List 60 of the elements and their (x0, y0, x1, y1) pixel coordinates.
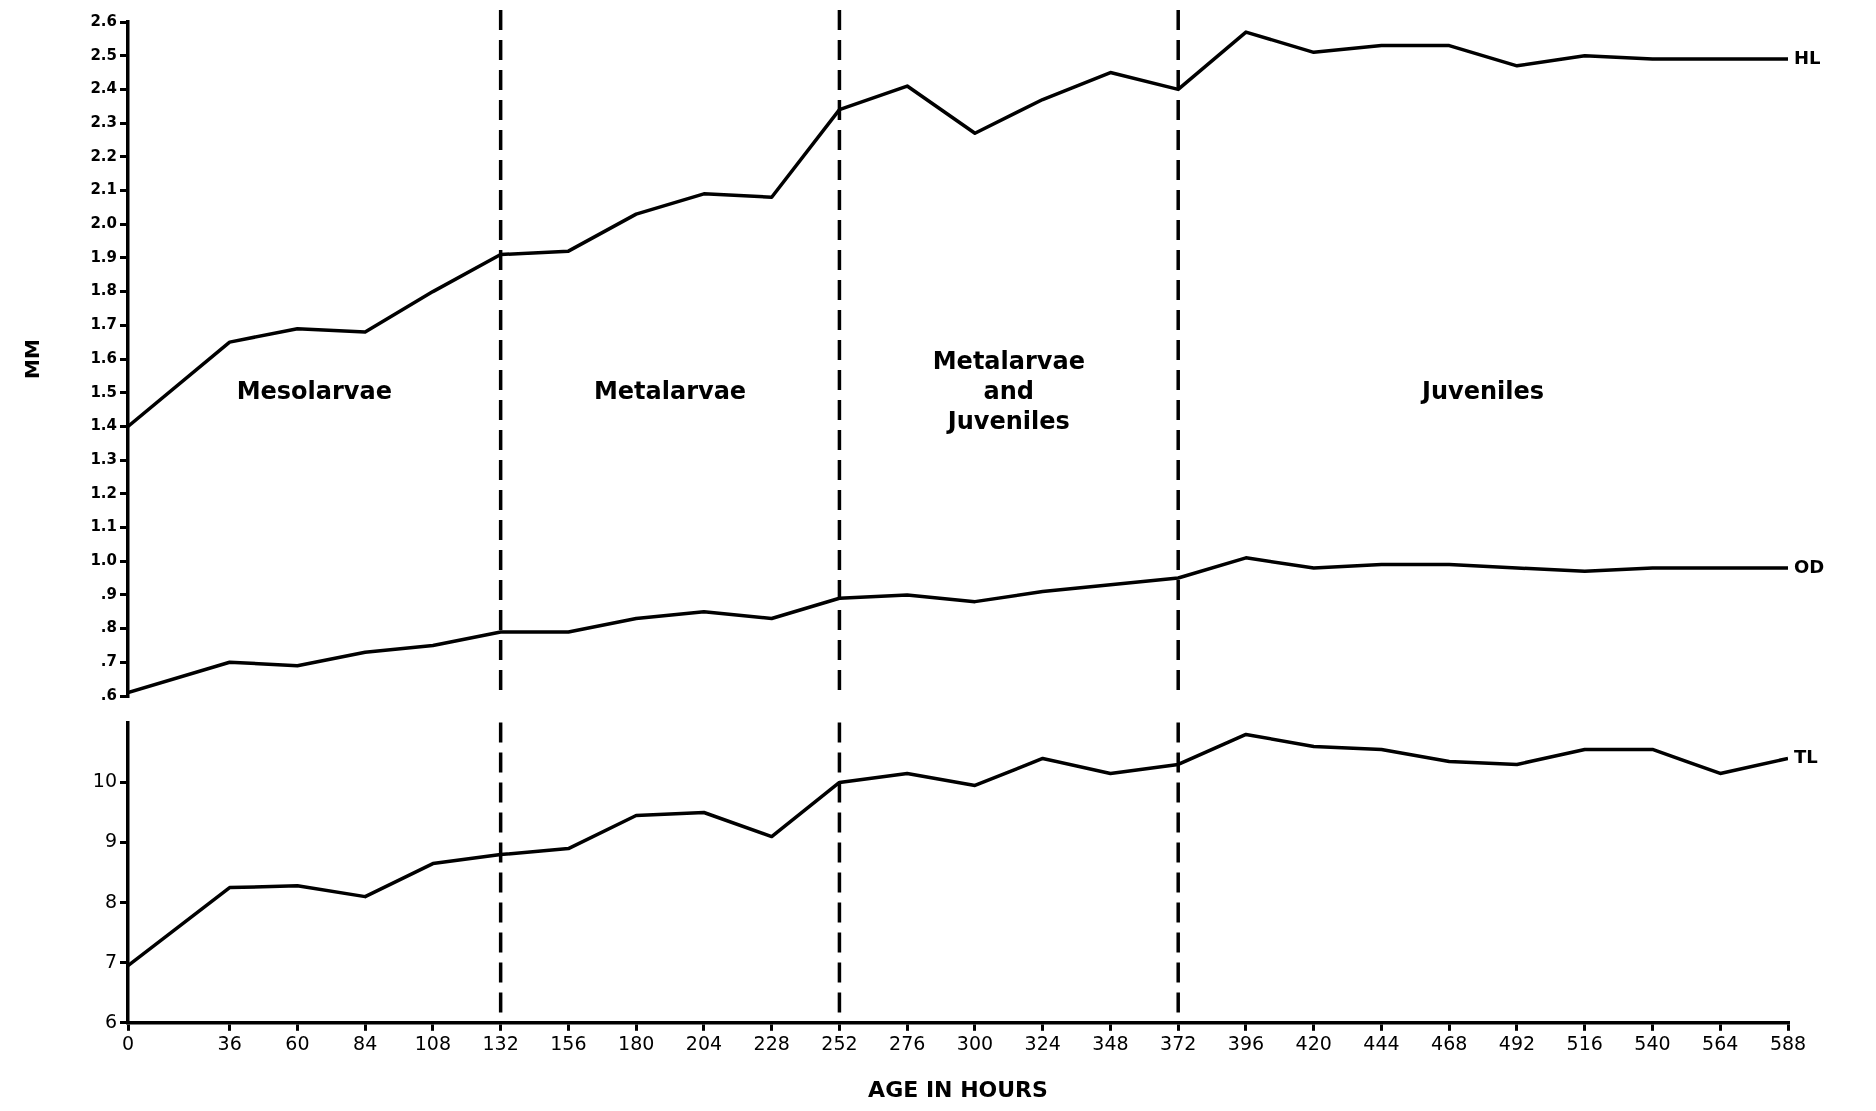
y-tick-label: 7 (104, 949, 117, 972)
y-tick-label: 1.7 (90, 315, 117, 334)
x-tick-label: 420 (1295, 1032, 1332, 1055)
annotation: Metalarvae (593, 376, 747, 405)
x-tick-label: 156 (550, 1032, 587, 1055)
y-tick-label: .7 (100, 652, 117, 671)
y-tick-label: 2.1 (90, 180, 117, 199)
x-tick-label: 540 (1634, 1032, 1671, 1055)
y-tick-label: 2.0 (90, 214, 117, 233)
series-label: HL (1794, 46, 1821, 68)
y-tick-label: 2.4 (90, 79, 117, 98)
y-tick-label: 2.6 (90, 11, 117, 30)
annotation: Metalarvae and Juveniles (932, 346, 1085, 435)
y-tick-label: 1.8 (90, 281, 117, 300)
y-tick-label: 1.0 (90, 551, 117, 570)
x-tick-label: 516 (1566, 1032, 1603, 1055)
y-tick-label: 9 (104, 829, 117, 852)
y-tick-label: 10 (92, 769, 117, 792)
x-tick-label: 36 (217, 1032, 242, 1055)
x-tick-label: 108 (414, 1032, 452, 1055)
y-tick-label: 1.9 (90, 247, 117, 266)
x-axis-title: AGE IN HOURS (868, 1076, 1048, 1102)
y-tick-label: 2.2 (90, 146, 117, 165)
x-tick-label: 348 (1092, 1032, 1129, 1055)
y-axis-title: MM (20, 339, 45, 379)
annotation: Mesolarvae (236, 376, 392, 405)
y-tick-label: 1.3 (90, 449, 117, 468)
x-tick-label: 444 (1363, 1032, 1400, 1055)
y-tick-label: 1.2 (90, 483, 117, 502)
y-tick-label: 1.1 (90, 517, 117, 536)
y-tick-label: 2.3 (90, 112, 117, 131)
x-tick-label: 324 (1024, 1032, 1061, 1055)
y-tick-label: .8 (100, 618, 117, 637)
x-tick-label: 492 (1498, 1032, 1536, 1055)
y-tick-label: 1.6 (90, 348, 117, 367)
x-tick-label: 228 (753, 1032, 790, 1055)
x-tick-label: 468 (1431, 1032, 1468, 1055)
x-tick-label: 300 (956, 1032, 994, 1055)
y-tick-label: .6 (100, 685, 117, 704)
y-tick-label: 1.4 (90, 416, 117, 435)
x-tick-label: 372 (1160, 1032, 1197, 1055)
x-tick-label: 588 (1769, 1032, 1807, 1055)
x-tick-label: 564 (1702, 1032, 1739, 1055)
y-tick-label: 2.5 (90, 45, 117, 64)
y-tick-label: .9 (100, 584, 117, 603)
y-tick-label: 8 (104, 889, 117, 912)
series-label: OD (1794, 555, 1825, 577)
x-tick-label: 204 (685, 1032, 723, 1055)
series-label: TL (1794, 746, 1818, 768)
x-tick-label: 396 (1227, 1032, 1265, 1055)
x-tick-label: 84 (353, 1032, 378, 1055)
x-tick-label: 60 (285, 1032, 310, 1055)
x-tick-label: 132 (482, 1032, 519, 1055)
x-tick-label: 180 (618, 1032, 655, 1055)
x-tick-label: 276 (889, 1032, 926, 1055)
x-tick-label: 0 (121, 1032, 135, 1055)
annotation: Juveniles (1420, 376, 1545, 405)
x-tick-label: 252 (821, 1032, 858, 1055)
y-tick-label: 1.5 (90, 382, 117, 401)
y-tick-label: 6 (104, 1009, 117, 1032)
